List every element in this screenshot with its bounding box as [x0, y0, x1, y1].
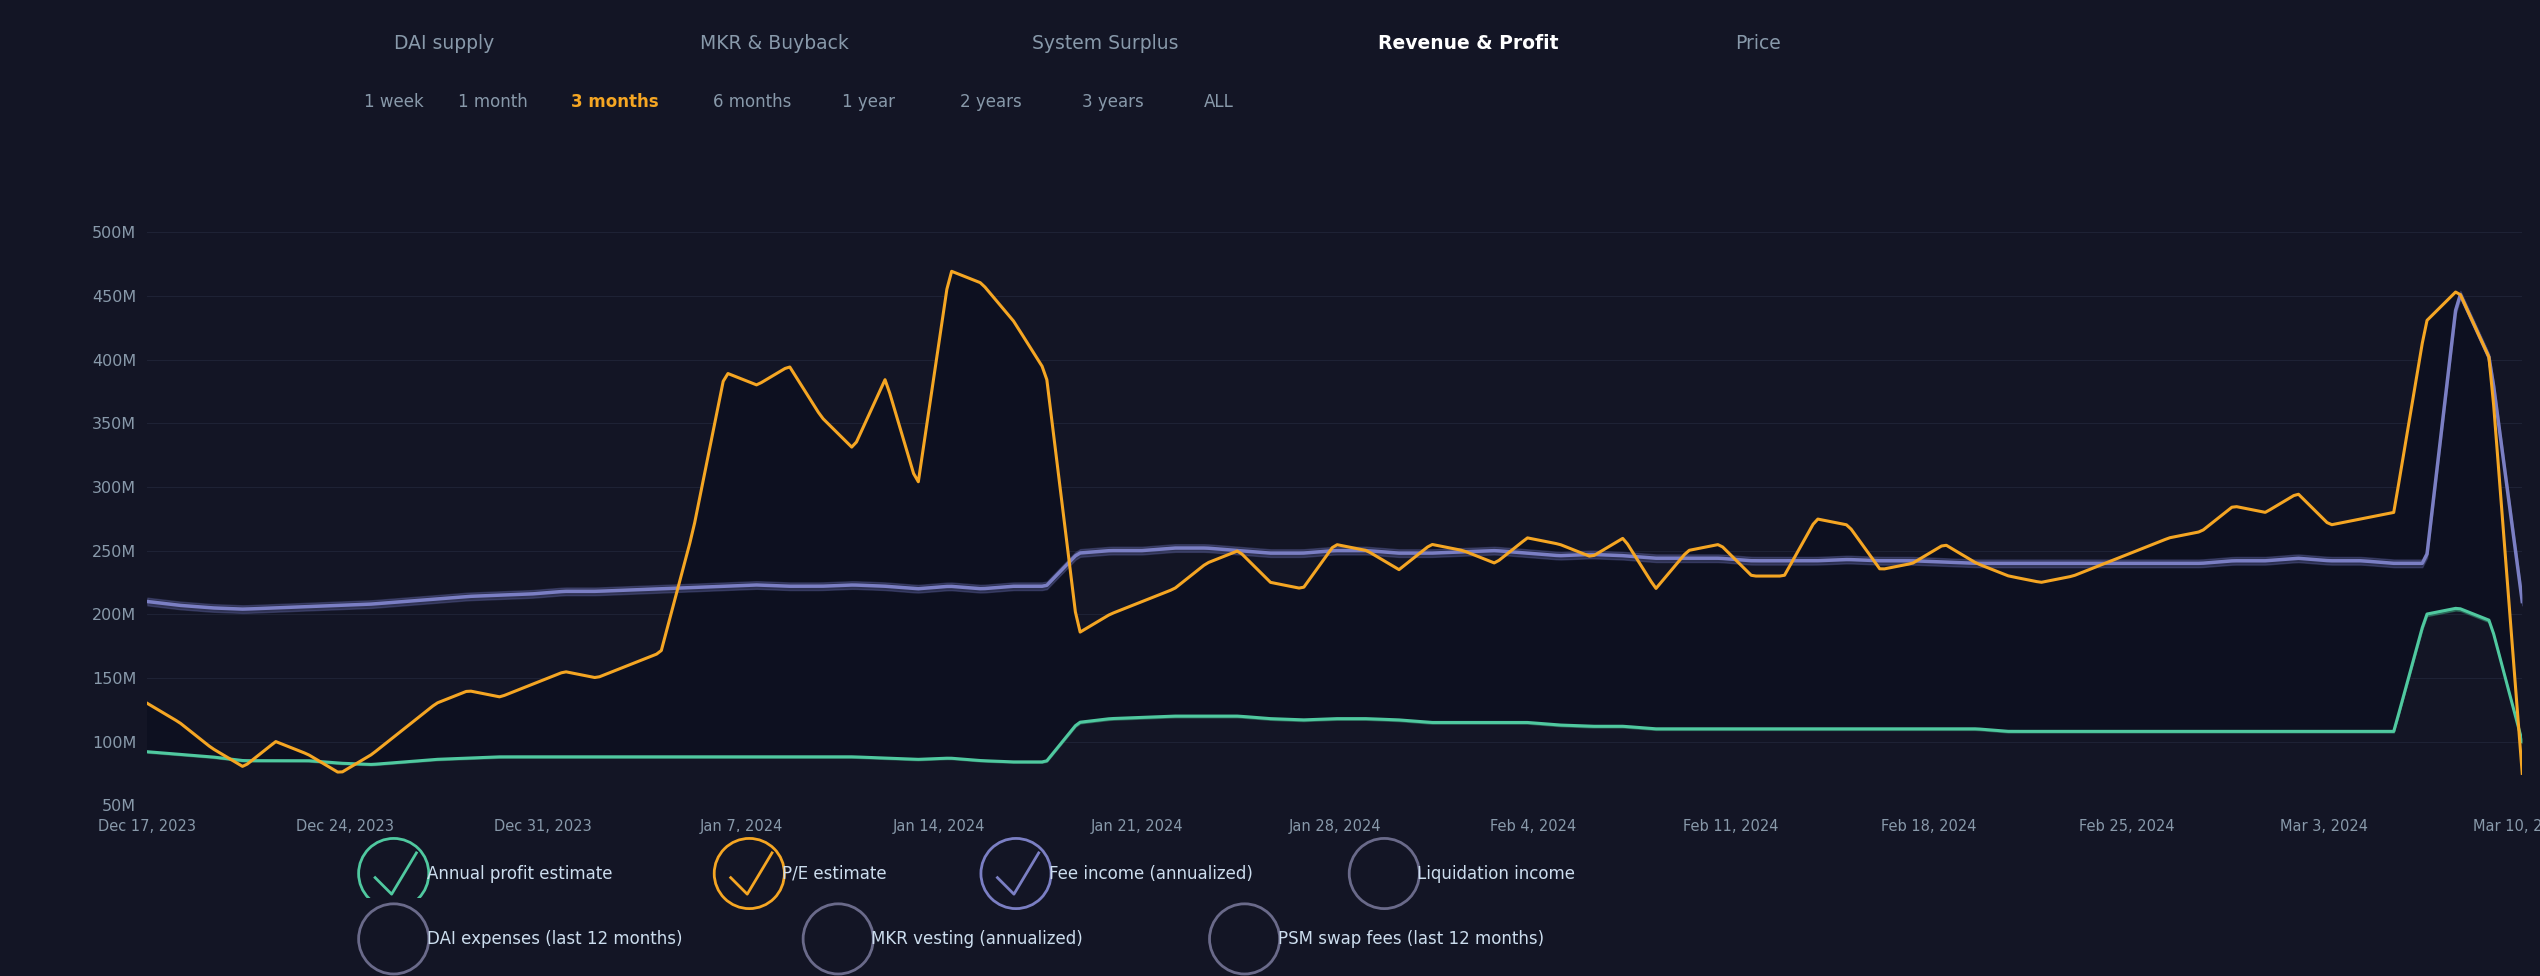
Text: Price: Price	[1735, 34, 1781, 54]
Text: System Surplus: System Surplus	[1031, 34, 1179, 54]
Text: MKR & Buyback: MKR & Buyback	[701, 34, 848, 54]
Text: 1 week: 1 week	[363, 94, 424, 111]
Text: Revenue & Profit: Revenue & Profit	[1377, 34, 1560, 54]
Text: P/E estimate: P/E estimate	[782, 865, 886, 882]
Text: DAI expenses (last 12 months): DAI expenses (last 12 months)	[427, 930, 683, 948]
Text: 1 year: 1 year	[843, 94, 894, 111]
Text: Annual profit estimate: Annual profit estimate	[427, 865, 612, 882]
Text: 3 months: 3 months	[572, 94, 658, 111]
Text: DAI supply: DAI supply	[394, 34, 495, 54]
Text: 6 months: 6 months	[714, 94, 790, 111]
Text: PSM swap fees (last 12 months): PSM swap fees (last 12 months)	[1278, 930, 1544, 948]
Text: MKR vesting (annualized): MKR vesting (annualized)	[871, 930, 1082, 948]
Text: 2 years: 2 years	[960, 94, 1021, 111]
Text: ALL: ALL	[1204, 94, 1234, 111]
Text: 1 month: 1 month	[457, 94, 528, 111]
Text: Liquidation income: Liquidation income	[1417, 865, 1575, 882]
Text: Fee income (annualized): Fee income (annualized)	[1049, 865, 1252, 882]
Text: 3 years: 3 years	[1082, 94, 1143, 111]
